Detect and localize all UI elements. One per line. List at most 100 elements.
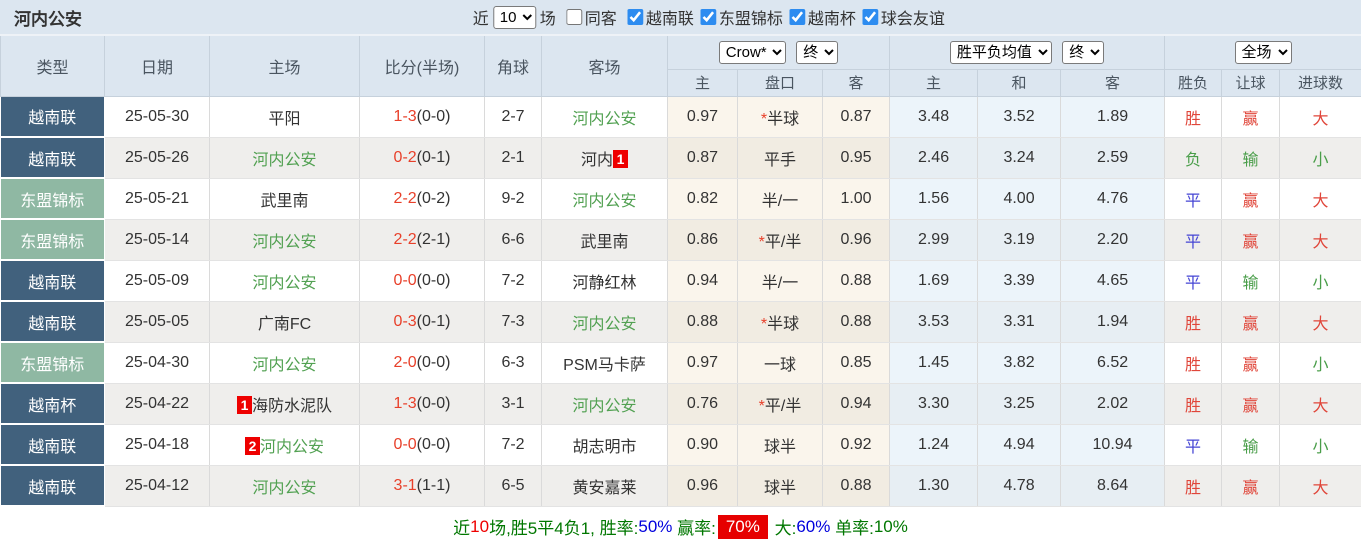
ah-away-odds: 0.87 xyxy=(822,96,891,138)
result-goals: 大 xyxy=(1279,465,1361,507)
league-filter-checkbox[interactable] xyxy=(788,8,805,25)
away-team-link[interactable]: 河内公安 xyxy=(541,96,668,138)
corner-score: 7-2 xyxy=(484,260,542,302)
col-corner: 角球 xyxy=(484,36,542,97)
eu-away-odds: 2.20 xyxy=(1060,219,1166,261)
corner-score: 3-1 xyxy=(484,383,542,425)
result-wdl: 平 xyxy=(1164,424,1223,466)
corner-score: 7-3 xyxy=(484,301,542,343)
result-wdl: 负 xyxy=(1164,137,1223,179)
col-ah-home: 主 xyxy=(667,69,738,97)
red-card-badge: 2 xyxy=(244,436,260,455)
eu-draw-odds: 3.19 xyxy=(977,219,1062,261)
score-halftime: 2-0(0-0) xyxy=(359,342,485,384)
scope-select[interactable]: 全场 xyxy=(1234,40,1292,64)
score-halftime: 1-3(0-0) xyxy=(359,383,485,425)
match-date: 25-04-18 xyxy=(104,424,210,466)
home-team-link[interactable]: 河内公安 xyxy=(209,219,360,261)
eu-home-odds: 1.30 xyxy=(889,465,979,507)
eu-draw-odds: 3.39 xyxy=(977,260,1062,302)
table-row: 越南联 25-05-26 河内公安 0-2(0-1) 2-1 河内 1 0.87 … xyxy=(0,137,1361,179)
eu-home-odds: 1.24 xyxy=(889,424,979,466)
col-date: 日期 xyxy=(104,36,210,97)
eu-home-odds: 1.69 xyxy=(889,260,979,302)
match-type-badge: 越南联 xyxy=(0,96,105,138)
match-date: 25-05-21 xyxy=(104,178,210,220)
league-filter[interactable]: 越南杯 xyxy=(783,5,856,29)
result-wdl: 胜 xyxy=(1164,383,1223,425)
summary-segment: 胜率: xyxy=(599,519,639,538)
match-type-badge: 东盟锦标 xyxy=(0,219,105,261)
table-row: 越南联 25-05-30 平阳 1-3(0-0) 2-7 河内公安 0.97 *… xyxy=(0,96,1361,138)
eu-draw-odds: 3.82 xyxy=(977,342,1062,384)
away-team-link[interactable]: 河内公安 xyxy=(541,301,668,343)
ah-handicap: 球半 xyxy=(737,465,823,507)
eu-time-select[interactable]: 终 xyxy=(1062,40,1105,64)
away-team-link[interactable]: PSM马卡萨 xyxy=(541,342,668,384)
league-filter-checkbox[interactable] xyxy=(861,8,878,25)
corner-score: 6-5 xyxy=(484,465,542,507)
result-wdl: 胜 xyxy=(1164,342,1223,384)
away-team-link[interactable]: 胡志明市 xyxy=(541,424,668,466)
away-team-link[interactable]: 黄安嘉莱 xyxy=(541,465,668,507)
same-away-filter[interactable]: 同客 xyxy=(560,5,617,29)
away-team-link[interactable]: 河内公安 xyxy=(541,178,668,220)
eu-home-odds: 3.30 xyxy=(889,383,979,425)
result-goals: 小 xyxy=(1279,424,1361,466)
ah-time-select[interactable]: 终 xyxy=(796,40,839,64)
ah-home-odds: 0.76 xyxy=(667,383,738,425)
away-team-link[interactable]: 河内公安 xyxy=(541,383,668,425)
match-date: 25-05-30 xyxy=(104,96,210,138)
league-filter[interactable]: 东盟锦标 xyxy=(694,5,783,29)
ah-handicap: *半球 xyxy=(737,96,823,138)
topbar: 河内公安 近 10 场 同客 越南联 东盟锦标 越南杯 球会友谊 xyxy=(0,0,1361,36)
league-filters: 越南联 东盟锦标 越南杯 球会友谊 xyxy=(621,5,945,30)
home-team-link[interactable]: 2 河内公安 xyxy=(209,424,360,466)
league-filter[interactable]: 越南联 xyxy=(621,5,694,29)
ah-home-odds: 0.96 xyxy=(667,465,738,507)
ah-handicap: *半球 xyxy=(737,301,823,343)
away-team-link[interactable]: 河内 1 xyxy=(541,137,668,179)
european-odds-group: 胜平负均值 终 xyxy=(889,36,1166,70)
table-row: 越南联 25-04-12 河内公安 3-1(1-1) 6-5 黄安嘉莱 0.96… xyxy=(0,465,1361,507)
home-team-link[interactable]: 河内公安 xyxy=(209,260,360,302)
home-team-link[interactable]: 河内公安 xyxy=(209,342,360,384)
bookmaker-select[interactable]: Crow* xyxy=(718,40,786,64)
eu-home-odds: 1.56 xyxy=(889,178,979,220)
summary-segment: 70% xyxy=(717,514,768,539)
league-filter[interactable]: 球会友谊 xyxy=(856,5,945,29)
match-count-select[interactable]: 10 xyxy=(492,5,536,29)
away-team-link[interactable]: 河静红林 xyxy=(541,260,668,302)
topbar-controls: 近 10 场 同客 越南联 东盟锦标 越南杯 球会友谊 xyxy=(473,5,945,30)
eu-away-odds: 10.94 xyxy=(1060,424,1166,466)
match-type-badge: 东盟锦标 xyxy=(0,178,105,220)
ah-away-odds: 0.95 xyxy=(822,137,891,179)
match-date: 25-05-05 xyxy=(104,301,210,343)
home-team-link[interactable]: 平阳 xyxy=(209,96,360,138)
match-date: 25-04-22 xyxy=(104,383,210,425)
ah-home-odds: 0.97 xyxy=(667,96,738,138)
corner-score: 6-3 xyxy=(484,342,542,384)
home-team-link[interactable]: 河内公安 xyxy=(209,137,360,179)
eu-away-odds: 2.59 xyxy=(1060,137,1166,179)
table-row: 越南联 25-05-09 河内公安 0-0(0-0) 7-2 河静红林 0.94… xyxy=(0,260,1361,302)
result-goals: 大 xyxy=(1279,383,1361,425)
home-team-link[interactable]: 广南FC xyxy=(209,301,360,343)
home-team-link[interactable]: 1 海防水泥队 xyxy=(209,383,360,425)
score-halftime: 0-2(0-1) xyxy=(359,137,485,179)
league-filter-checkbox[interactable] xyxy=(626,8,643,25)
ah-away-odds: 0.88 xyxy=(822,260,891,302)
home-team-link[interactable]: 武里南 xyxy=(209,178,360,220)
ah-away-odds: 0.94 xyxy=(822,383,891,425)
corner-score: 6-6 xyxy=(484,219,542,261)
summary-segment: 大: xyxy=(769,519,797,538)
league-filter-checkbox[interactable] xyxy=(699,8,716,25)
eu-avg-select[interactable]: 胜平负均值 xyxy=(949,40,1052,64)
same-away-checkbox[interactable] xyxy=(565,9,582,25)
ah-home-odds: 0.87 xyxy=(667,137,738,179)
home-team-link[interactable]: 河内公安 xyxy=(209,465,360,507)
red-card-badge: 1 xyxy=(613,149,628,168)
away-team-link[interactable]: 武里南 xyxy=(541,219,668,261)
result-wdl: 平 xyxy=(1164,219,1223,261)
score-halftime: 1-3(0-0) xyxy=(359,96,485,138)
